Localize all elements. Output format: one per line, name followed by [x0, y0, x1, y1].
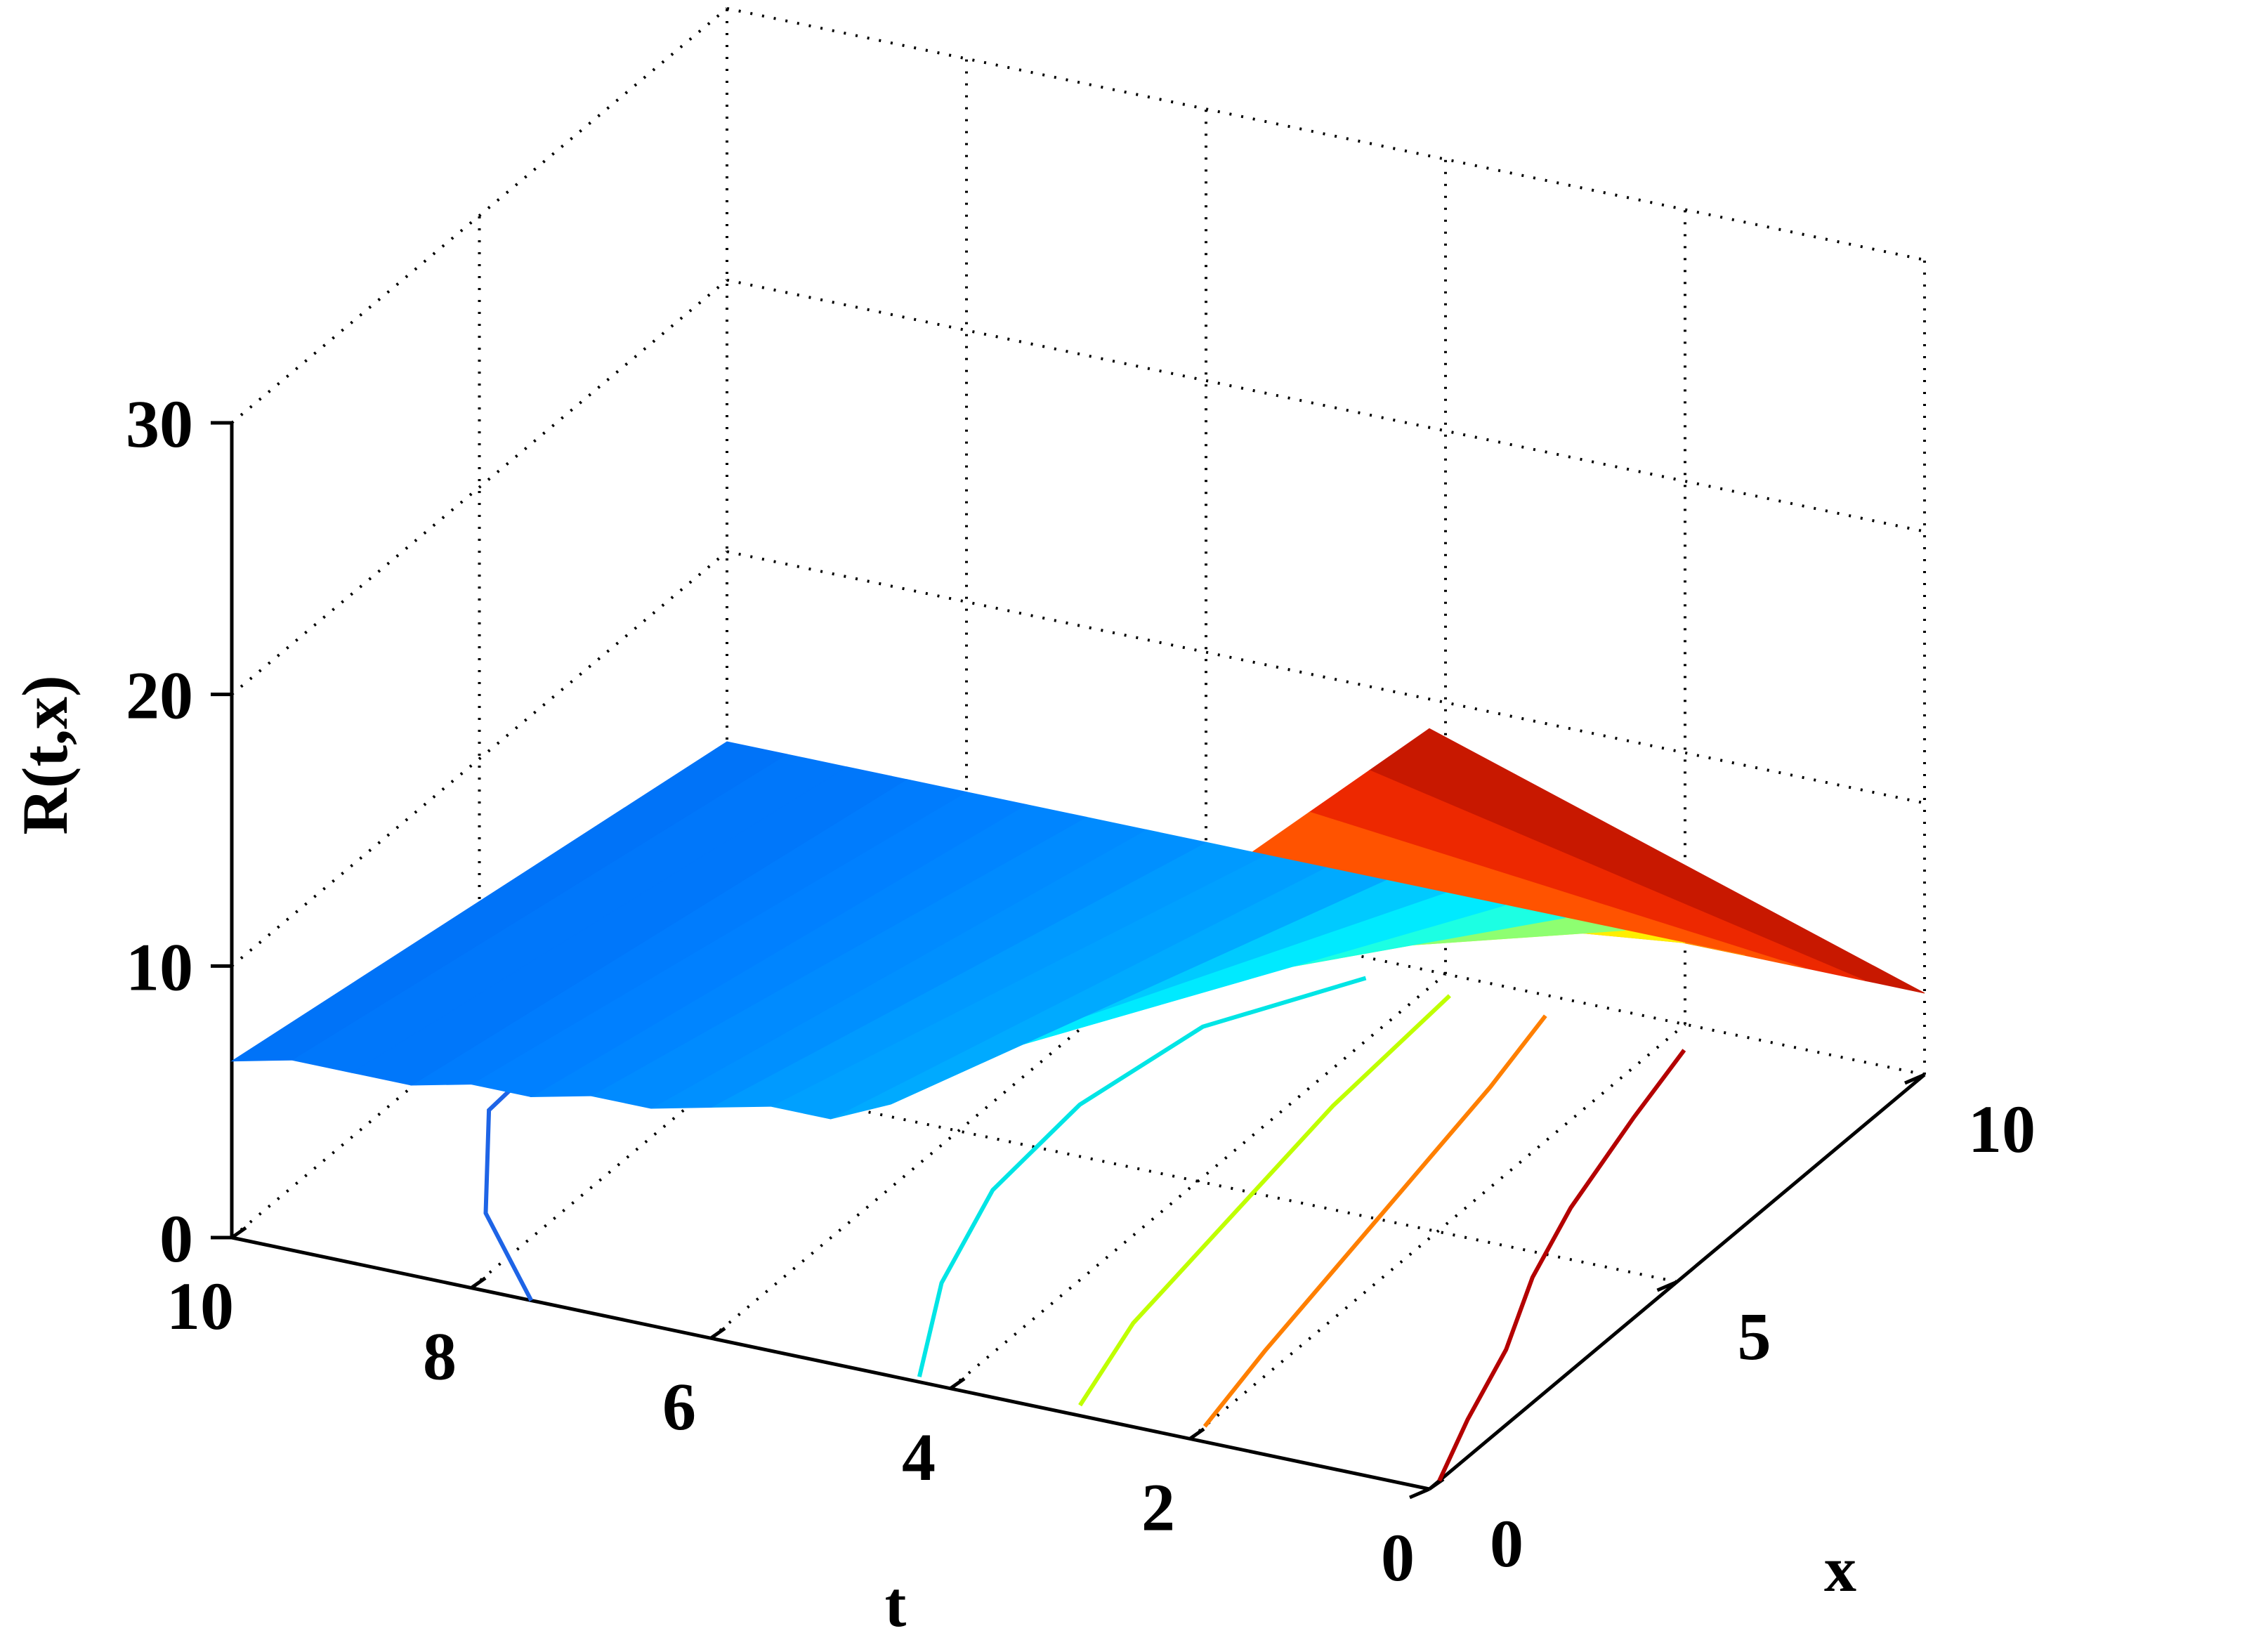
grid-line [230, 279, 728, 696]
grid-line [479, 1029, 1677, 1283]
z-tick-label: 30 [126, 386, 193, 461]
t-tick-label: 8 [423, 1319, 457, 1394]
z-tick-label: 10 [126, 929, 193, 1004]
grid-line [726, 7, 1925, 261]
grid-line [726, 822, 1925, 1076]
t-tick-mark [1188, 1427, 1205, 1441]
x-tick-mark [1904, 1073, 1925, 1085]
grid-line [949, 973, 1447, 1390]
t-tick-label: 4 [902, 1420, 936, 1495]
x-tick-label: 0 [1490, 1506, 1523, 1581]
t-tick-mark [470, 1276, 487, 1290]
t-tick-label: 6 [662, 1369, 696, 1444]
z-axis-title: R(t,x) [9, 675, 81, 834]
surface-patch [230, 741, 788, 1062]
z-tick-label: 0 [159, 1201, 193, 1276]
surface [230, 728, 1925, 1120]
grid-line [726, 550, 1925, 805]
grid-line [230, 7, 728, 424]
z-tick-label: 20 [126, 658, 193, 733]
t-tick-label: 10 [166, 1268, 234, 1344]
t-tick-mark [230, 1226, 247, 1240]
contour-line [917, 976, 1367, 1377]
grid-line [230, 550, 728, 967]
grid-line [1188, 1023, 1686, 1440]
grid-line [726, 278, 1925, 533]
grid-lines [230, 7, 1926, 1490]
t-tick-mark [709, 1327, 726, 1340]
t-axis-title: t [885, 1568, 907, 1640]
axes [211, 421, 1926, 1500]
t-tick-label: 2 [1141, 1469, 1175, 1545]
x-tick-mark [1409, 1487, 1430, 1500]
x-tick-label: 10 [1968, 1092, 2036, 1167]
x-tick-label: 5 [1738, 1299, 1771, 1374]
contour-line [1437, 1049, 1686, 1482]
t-tick-label: 0 [1381, 1520, 1415, 1595]
contour-line [1078, 994, 1451, 1407]
t-tick-mark [949, 1377, 966, 1390]
contour-line [1202, 1014, 1547, 1428]
x-axis-title: x [1824, 1533, 1856, 1605]
t-axis-line [231, 1235, 1430, 1491]
x-tick-mark [1656, 1280, 1678, 1292]
